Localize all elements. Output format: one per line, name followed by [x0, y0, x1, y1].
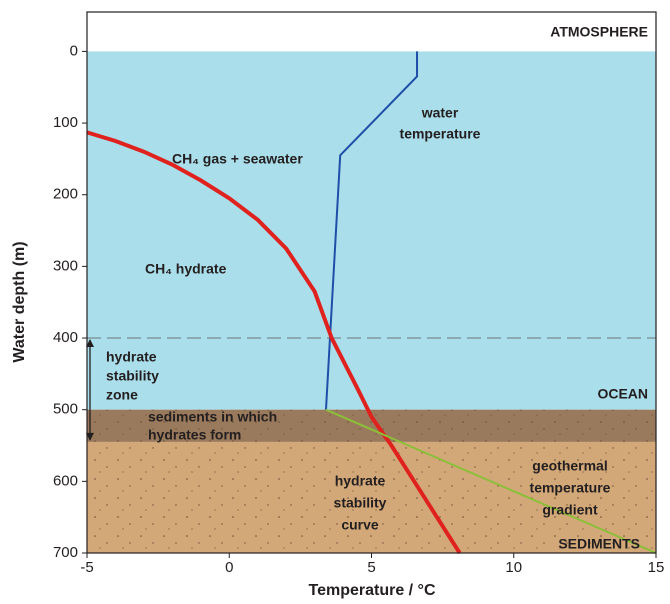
annotation: hydrates form	[148, 427, 241, 443]
y-tick-label: 500	[53, 401, 78, 418]
annotation: hydrate	[335, 473, 386, 489]
data-line	[86, 130, 462, 555]
annotation: gradient	[542, 502, 598, 518]
annotation: temperature	[530, 480, 611, 496]
y-tick-label: 200	[53, 186, 78, 203]
annotation: zone	[106, 387, 138, 403]
arrow-head	[86, 432, 94, 441]
annotation: curve	[341, 517, 379, 533]
region-band	[87, 51, 656, 410]
arrow-head	[86, 339, 94, 348]
y-tick-label: 400	[53, 329, 78, 346]
data-line	[325, 408, 657, 554]
annotation: temperature	[400, 126, 481, 142]
region-band	[87, 12, 656, 52]
annotation: ATMOSPHERE	[550, 24, 648, 40]
y-tick-label: 700	[53, 544, 78, 561]
y-axis-label: Water depth (m)	[11, 241, 28, 362]
x-tick-label: 0	[225, 559, 233, 576]
annotation: sediments in which	[148, 409, 277, 425]
annotation: stability	[334, 495, 387, 511]
y-tick-label: 100	[53, 114, 78, 131]
y-tick-label: 300	[53, 257, 78, 274]
annotation: SEDIMENTS	[558, 536, 640, 552]
annotation: CH₄ gas + seawater	[172, 151, 303, 167]
x-axis-label: Temperature / °C	[308, 582, 435, 599]
x-tick-label: 15	[648, 559, 665, 576]
annotation: stability	[106, 368, 159, 384]
annotation: water	[421, 105, 459, 121]
x-tick-label: 5	[367, 559, 375, 576]
region-texture	[87, 441, 656, 553]
y-tick-label: 0	[70, 42, 78, 59]
annotation: OCEAN	[597, 386, 648, 402]
annotation: CH₄ hydrate	[145, 261, 227, 277]
annotation: geothermal	[532, 458, 607, 474]
data-line	[324, 51, 419, 410]
x-tick-label: -5	[80, 559, 93, 576]
x-tick-label: 10	[505, 559, 522, 576]
annotation: hydrate	[106, 349, 157, 365]
y-tick-label: 600	[53, 472, 78, 489]
